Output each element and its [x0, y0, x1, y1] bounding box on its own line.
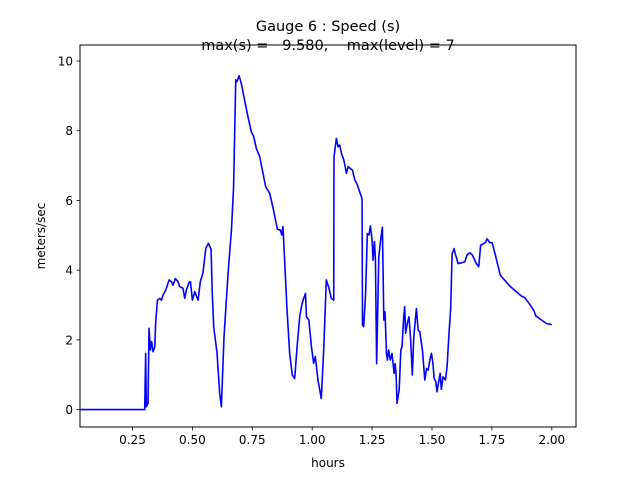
line-series-group — [80, 74, 552, 411]
y-axis-label: meters/sec — [34, 203, 48, 270]
y-tick-label: 0 — [65, 403, 73, 417]
x-tick-label: 1.00 — [299, 433, 326, 447]
x-tick-label: 2.00 — [538, 433, 565, 447]
x-axis-label: hours — [311, 456, 345, 470]
x-tick-label: 0.25 — [119, 433, 146, 447]
chart-title: Gauge 6 : Speed (s) — [256, 19, 400, 35]
axes-frame — [79, 44, 577, 428]
series-line-speed — [80, 74, 552, 411]
chart-subtitle: max(s) = 9.580, max(level) = 7 — [201, 38, 455, 54]
x-tick-label: 1.75 — [479, 433, 506, 447]
x-tick-label: 1.25 — [359, 433, 386, 447]
y-tick-label: 4 — [65, 264, 73, 278]
x-axis: 0.25 0.50 0.75 1.00 1.25 1.50 1.75 2.00 — [119, 427, 565, 447]
y-tick-label: 10 — [58, 55, 73, 69]
x-tick-label: 1.50 — [419, 433, 446, 447]
x-tick-label: 0.50 — [179, 433, 206, 447]
y-tick-label: 2 — [65, 333, 73, 347]
y-tick-label: 6 — [65, 194, 73, 208]
x-tick-label: 0.75 — [239, 433, 266, 447]
y-tick-label: 8 — [65, 124, 73, 138]
y-axis: 0 2 4 6 8 10 — [58, 55, 80, 417]
